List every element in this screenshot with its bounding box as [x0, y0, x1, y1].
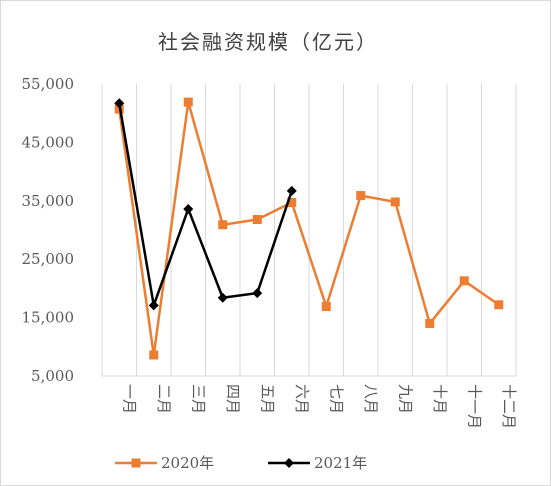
x-tick-label: 七月	[327, 384, 345, 414]
data-point	[459, 276, 469, 286]
legend-item[interactable]: 2020年	[115, 454, 214, 472]
y-tick-label: 35,000	[22, 192, 75, 210]
grid-lines	[101, 84, 517, 377]
data-point	[286, 185, 297, 196]
legend-label: 2020年	[161, 454, 214, 472]
data-point	[425, 318, 435, 328]
data-point	[390, 197, 400, 207]
x-axis-ticks: 一月 二月 三月 四月 五月 六月 七月 八月 九月 十月 十一月 十二月	[120, 384, 518, 429]
x-tick-label: 八月	[362, 384, 380, 414]
legend-marker	[131, 458, 141, 468]
y-tick-label: 5,000	[31, 367, 74, 385]
data-point	[114, 98, 125, 109]
x-tick-label: 十一月	[465, 384, 483, 429]
data-point	[217, 292, 228, 303]
x-tick-label: 四月	[224, 384, 242, 414]
data-point	[252, 288, 263, 299]
data-point	[218, 220, 228, 230]
series-line	[118, 103, 293, 307]
legend-marker	[284, 458, 294, 468]
x-tick-label: 一月	[120, 384, 138, 414]
data-point	[149, 350, 159, 360]
x-tick-label: 九月	[396, 384, 414, 414]
y-tick-label: 25,000	[22, 250, 75, 268]
y-tick-label: 55,000	[22, 75, 75, 93]
data-point	[148, 300, 159, 311]
legend-label: 2021年	[314, 454, 367, 472]
data-point	[183, 97, 193, 107]
data-point	[287, 198, 297, 208]
y-tick-label: 45,000	[22, 133, 75, 151]
x-tick-label: 十二月	[500, 384, 518, 429]
data-point	[252, 214, 262, 224]
x-tick-label: 三月	[189, 384, 207, 414]
data-point	[356, 191, 366, 201]
x-tick-label: 二月	[155, 384, 173, 414]
data-point	[321, 302, 331, 312]
data-point	[494, 300, 504, 310]
data-point	[183, 203, 194, 214]
x-tick-label: 五月	[258, 384, 276, 414]
x-tick-label: 六月	[293, 384, 311, 414]
series-group	[114, 97, 504, 360]
y-axis-ticks: 5,000 15,000 25,000 35,000 45,000 55,000	[22, 75, 75, 385]
x-tick-label: 十月	[431, 384, 449, 414]
y-tick-label: 15,000	[22, 309, 75, 327]
legend[interactable]: 2020年 2021年	[115, 454, 367, 472]
series-line	[118, 100, 500, 357]
chart-title: 社会融资规模（亿元）	[158, 30, 378, 54]
legend-item[interactable]: 2021年	[268, 454, 367, 472]
